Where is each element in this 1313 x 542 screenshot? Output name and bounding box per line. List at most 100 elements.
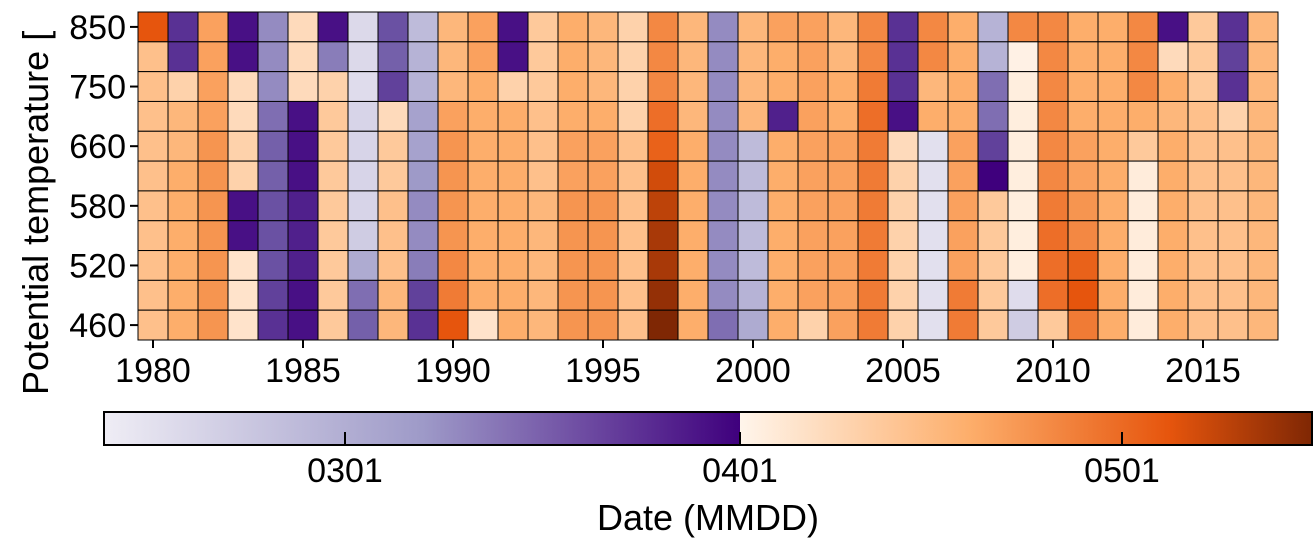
heatmap-cell: [707, 190, 739, 222]
heatmap-cell: [1187, 309, 1219, 341]
heatmap-cell: [1157, 130, 1189, 162]
heatmap-cell: [287, 220, 319, 252]
heatmap-cell: [1157, 100, 1189, 132]
heatmap-cell: [407, 100, 439, 132]
colorbar-tick-label: 0401: [702, 452, 778, 490]
heatmap-cell: [947, 41, 979, 73]
heatmap-cell: [677, 130, 709, 162]
heatmap-cell: [407, 250, 439, 281]
heatmap-cell: [1067, 309, 1099, 341]
heatmap-cell: [737, 190, 769, 222]
heatmap-cell: [587, 41, 619, 73]
heatmap-cell: [587, 220, 619, 252]
heatmap-cell: [947, 160, 979, 192]
heatmap-cell: [767, 11, 799, 43]
heatmap-cell: [587, 190, 619, 222]
heatmap-cell: [557, 130, 589, 162]
heatmap-cell: [377, 220, 409, 252]
heatmap-cell: [317, 279, 349, 311]
heatmap-cell: [947, 71, 979, 102]
heatmap-cell: [917, 41, 949, 73]
heatmap-cell: [827, 220, 859, 252]
colorbar: [103, 411, 1313, 446]
heatmap-cell: [317, 100, 349, 132]
heatmap-cell: [317, 190, 349, 222]
heatmap-cell: [1007, 130, 1039, 162]
heatmap-cell: [857, 220, 889, 252]
y-tick-label: 750: [69, 69, 126, 107]
heatmap-cell: [1187, 11, 1219, 43]
heatmap-cell: [977, 130, 1009, 162]
heatmap-cell: [857, 41, 889, 73]
heatmap-cell: [617, 160, 649, 192]
heatmap-cell: [497, 100, 529, 132]
heatmap-cell: [467, 160, 499, 192]
heatmap-cell: [617, 279, 649, 311]
heatmap-cell: [467, 41, 499, 73]
heatmap-cell: [1097, 220, 1129, 252]
y-axis-label: Potential temperature [: [15, 31, 56, 395]
heatmap-cell: [797, 41, 829, 73]
heatmap-cell: [407, 41, 439, 73]
heatmap-cell: [197, 160, 229, 192]
heatmap-cell: [1187, 250, 1219, 281]
heatmap-cell: [887, 41, 919, 73]
heatmap-cell: [1217, 11, 1249, 43]
heatmap-cell: [707, 100, 739, 132]
heatmap-cell: [497, 11, 529, 43]
heatmap-cell: [827, 309, 859, 341]
heatmap-cell: [377, 130, 409, 162]
heatmap-cell: [1217, 71, 1249, 102]
heatmap-cell: [527, 100, 559, 132]
heatmap-cell: [737, 220, 769, 252]
heatmap-cell: [1217, 100, 1249, 132]
heatmap-cell: [557, 250, 589, 281]
heatmap-cell: [1067, 190, 1099, 222]
heatmap-cell: [467, 11, 499, 43]
y-tick-label: 520: [69, 247, 126, 285]
x-tick-label: 2015: [1165, 352, 1241, 390]
heatmap-cell: [647, 309, 679, 341]
heatmap-cell: [1247, 309, 1279, 341]
heatmap-cell: [737, 11, 769, 43]
heatmap-cell: [197, 11, 229, 43]
heatmap-cell: [557, 160, 589, 192]
heatmap-cell: [1037, 190, 1069, 222]
heatmap-cell: [197, 220, 229, 252]
heatmap-cell: [707, 11, 739, 43]
colorbar-orange: [740, 412, 1312, 445]
heatmap-cell: [1187, 100, 1219, 132]
colorbar-purple: [104, 412, 740, 445]
y-tick-label: 660: [69, 128, 126, 166]
heatmap-cell: [437, 250, 469, 281]
heatmap-cell: [377, 160, 409, 192]
heatmap-cell: [1187, 190, 1219, 222]
heatmap-cell: [857, 11, 889, 43]
heatmap-cell: [587, 130, 619, 162]
heatmap-cell: [347, 309, 379, 341]
x-tick-label: 1980: [115, 352, 191, 390]
heatmap-cell: [287, 160, 319, 192]
heatmap-cell: [317, 250, 349, 281]
heatmap-cell: [1217, 160, 1249, 192]
heatmap-cell: [377, 279, 409, 311]
heatmap-cell: [1007, 279, 1039, 311]
heatmap-cell: [407, 11, 439, 43]
heatmap-cell: [1157, 220, 1189, 252]
heatmap-cell: [797, 250, 829, 281]
heatmap-cell: [347, 279, 379, 311]
heatmap-cell: [737, 100, 769, 132]
heatmap-cell: [257, 71, 289, 102]
heatmap-cell: [407, 279, 439, 311]
heatmap-cell: [167, 41, 199, 73]
heatmap-cell: [1037, 100, 1069, 132]
heatmap-cell: [1097, 250, 1129, 281]
heatmap-cell: [317, 11, 349, 43]
heatmap-cell: [557, 220, 589, 252]
heatmap-cell: [947, 309, 979, 341]
heatmap-cell: [1037, 11, 1069, 43]
heatmap-cell: [407, 190, 439, 222]
heatmap-cell: [767, 309, 799, 341]
heatmap-cell: [827, 130, 859, 162]
heatmap-cell: [1067, 220, 1099, 252]
